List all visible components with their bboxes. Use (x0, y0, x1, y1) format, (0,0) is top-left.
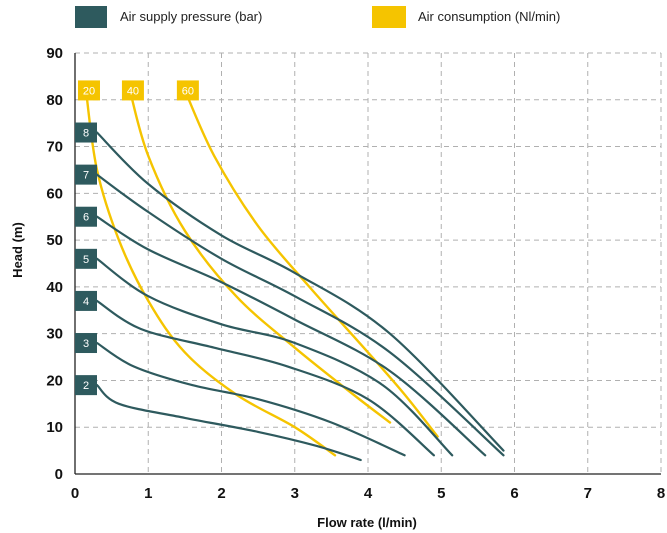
series-badges: 2 3 4 5 6 7 8 20 40 60 (75, 80, 199, 396)
pressure-badge-4 (75, 290, 97, 311)
consumption-badge-40 (121, 80, 144, 101)
pressure-badge-label-5: 5 (83, 254, 89, 266)
pressure-curve-4 (95, 299, 435, 457)
y-tick-label: 20 (46, 372, 63, 389)
pressure-badge-label-3: 3 (83, 338, 89, 350)
x-tick-label: 8 (657, 485, 665, 502)
pressure-badge-6 (75, 206, 97, 227)
pressure-curve-3 (95, 341, 406, 457)
y-tick-label: 40 (46, 279, 63, 296)
pressure-badge-label-8: 8 (83, 128, 89, 140)
y-tick-label: 90 (46, 45, 63, 62)
pressure-curve-6 (95, 215, 487, 457)
pressure-curve-5 (95, 257, 454, 457)
pressure-curve-8 (95, 131, 505, 452)
pressure-badge-label-4: 4 (83, 296, 89, 308)
x-tick-label: 4 (364, 485, 373, 502)
x-tick-label: 7 (584, 485, 592, 502)
y-tick-labels: 0 10 20 30 40 50 60 70 80 90 (46, 45, 63, 483)
pressure-badge-8 (75, 122, 97, 143)
pressure-badge-5 (75, 248, 97, 269)
pressure-badge-3 (75, 333, 97, 354)
pressure-badge-label-2: 2 (83, 380, 89, 392)
consumption-badge-label-40: 40 (127, 85, 139, 97)
y-tick-label: 70 (46, 139, 63, 156)
x-tick-label: 0 (71, 485, 79, 502)
pressure-badge-label-7: 7 (83, 170, 89, 182)
x-tick-label: 2 (217, 485, 225, 502)
consumption-badge-60 (176, 80, 199, 101)
y-axis-title: Head (m) (10, 222, 25, 278)
series-lines (84, 89, 505, 462)
y-tick-label: 0 (55, 466, 63, 483)
y-tick-label: 10 (46, 419, 63, 436)
pressure-badge-label-6: 6 (83, 212, 89, 224)
x-tick-label: 3 (291, 485, 299, 502)
pressure-curve-2 (95, 384, 362, 462)
legend-label-consumption: Air consumption (Nl/min) (418, 9, 560, 24)
consumption-curve-40 (128, 89, 392, 424)
legend: Air supply pressure (bar) Air consumptio… (75, 6, 560, 28)
y-tick-label: 30 (46, 326, 63, 343)
y-tick-label: 60 (46, 185, 63, 202)
consumption-badge-20 (77, 80, 100, 101)
pressure-curve-7 (95, 173, 505, 457)
consumption-badge-label-60: 60 (182, 85, 194, 97)
consumption-badge-label-20: 20 (83, 85, 95, 97)
consumption-curve-60 (183, 89, 439, 438)
x-tick-labels: 0 1 2 3 4 5 6 7 8 (71, 485, 665, 502)
grid (75, 52, 662, 474)
pressure-badge-7 (75, 164, 97, 185)
y-tick-label: 80 (46, 92, 63, 109)
legend-swatch-consumption (372, 6, 406, 28)
legend-swatch-pressure (75, 6, 107, 28)
x-tick-label: 6 (510, 485, 518, 502)
x-tick-label: 5 (437, 485, 445, 502)
x-axis-title: Flow rate (l/min) (317, 515, 417, 530)
pressure-badge-2 (75, 375, 97, 396)
y-tick-label: 50 (46, 232, 63, 249)
x-tick-label: 1 (144, 485, 152, 502)
legend-label-pressure: Air supply pressure (bar) (120, 9, 262, 24)
